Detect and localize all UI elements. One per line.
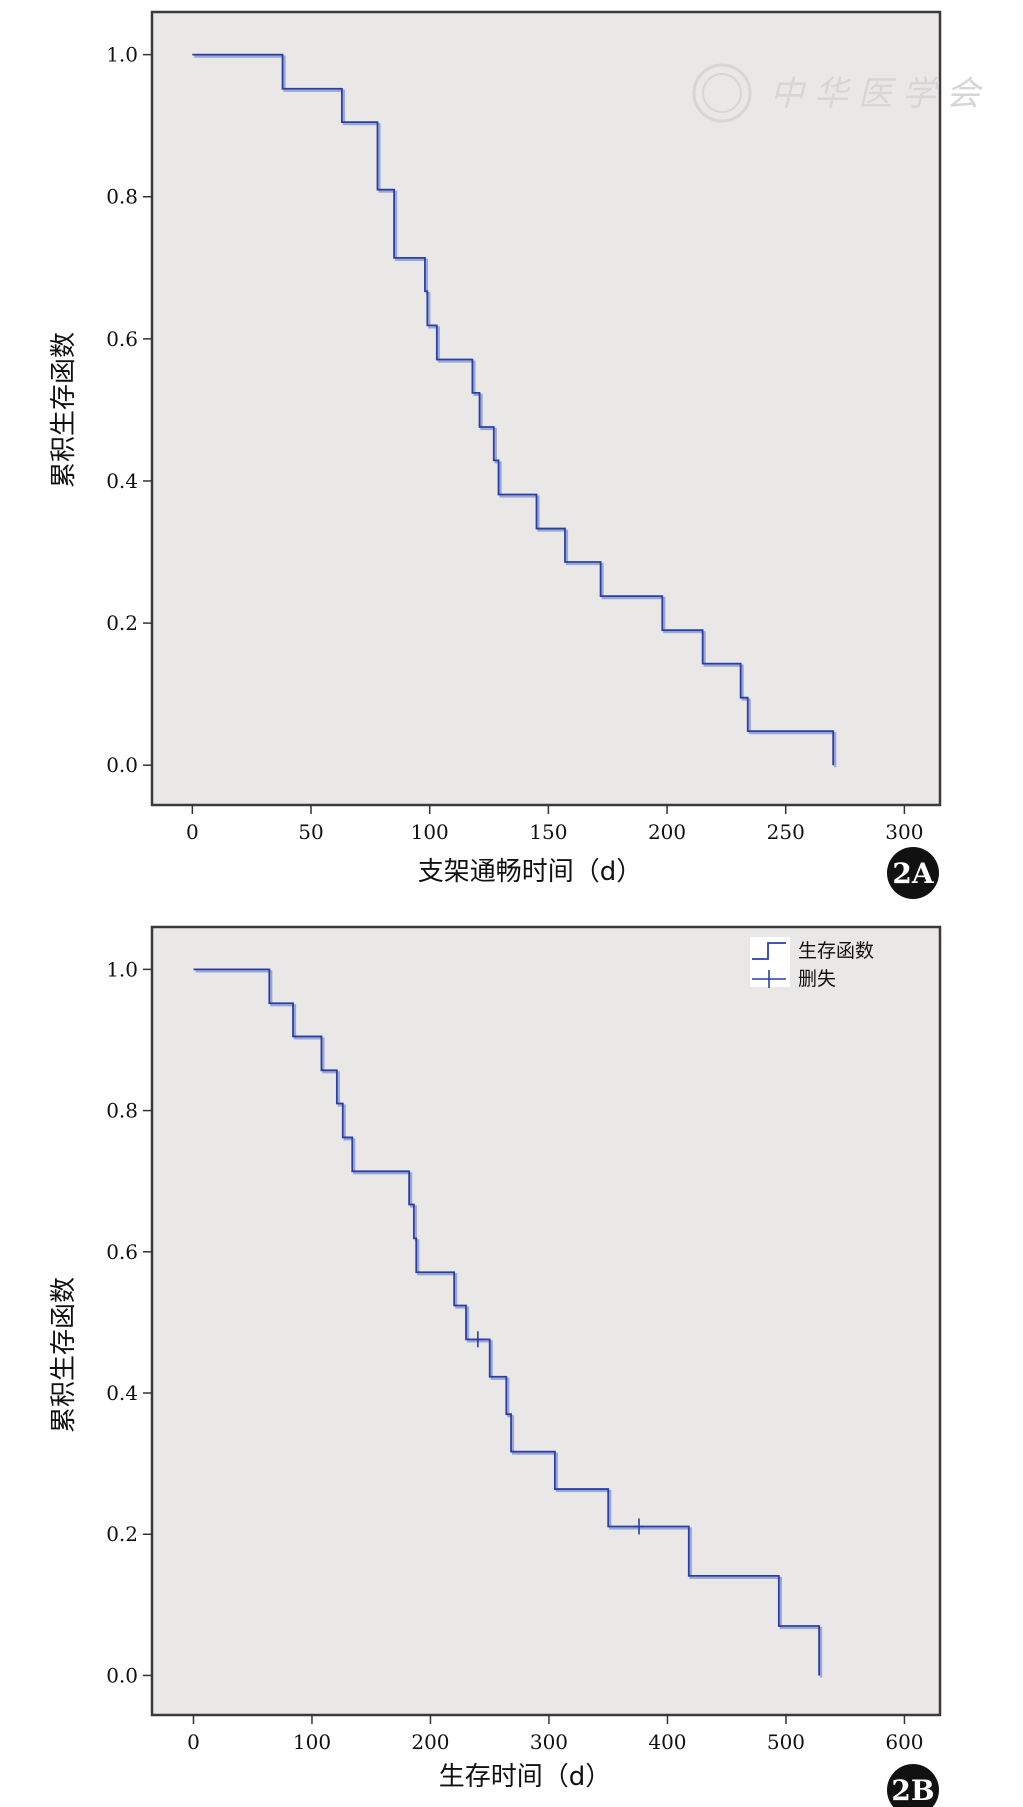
panel-badge-label: 2A xyxy=(892,857,934,890)
watermark-text: 中华医学会 xyxy=(770,74,990,114)
chart-2a-svg: 中华医学会 0.0 0.2 0.4 0.6 0.8 1.0 0 50 100 150 200 250 30… xyxy=(49,10,990,899)
y-tick-label: 0.8 xyxy=(106,185,138,209)
watermark-seal-inner-icon xyxy=(702,73,742,113)
y-tick-label: 1.0 xyxy=(106,957,138,981)
y-tick-label: 0.0 xyxy=(106,753,138,777)
y-tick-label: 0.2 xyxy=(106,611,138,635)
survival-curve-shadow xyxy=(195,970,823,1678)
survival-curve xyxy=(193,968,821,1676)
y-tick-label: 0.4 xyxy=(106,1381,138,1405)
legend-label-censored: 删失 xyxy=(798,968,836,990)
survival-chart-2b: 0.0 0.2 0.4 0.6 0.8 1.0 0 100 200 300 400 500 600 累积生… xyxy=(0,905,1023,1807)
panel-badge xyxy=(887,847,939,899)
legend-label-survival: 生存函数 xyxy=(798,940,874,962)
x-tick-label: 200 xyxy=(648,820,686,844)
panel-badge-label: 2B xyxy=(891,1774,934,1807)
panel-badge xyxy=(887,1764,939,1807)
y-axis-title: 累积生存函数 xyxy=(49,332,79,488)
y-axis-title: 累积生存函数 xyxy=(49,1277,79,1433)
x-tick-label: 500 xyxy=(767,1730,805,1754)
watermark-seal-icon xyxy=(692,63,752,123)
y-tick-label: 0.6 xyxy=(106,1240,138,1264)
x-tick-label: 200 xyxy=(411,1730,449,1754)
x-tick-label: 50 xyxy=(298,820,323,844)
x-tick-label: 0 xyxy=(187,1730,200,1754)
plot-area xyxy=(150,925,942,1717)
x-tick-label: 600 xyxy=(885,1730,923,1754)
survival-curve-shadow xyxy=(194,55,837,768)
x-tick-label: 250 xyxy=(767,820,805,844)
y-tick-label: 0.0 xyxy=(106,1663,138,1687)
x-tick-label: 150 xyxy=(529,820,567,844)
y-tick-label: 0.6 xyxy=(106,327,138,351)
x-axis-title: 支架通畅时间（d） xyxy=(418,857,643,887)
y-tick-label: 0.2 xyxy=(106,1522,138,1546)
chart-2b-svg: 0.0 0.2 0.4 0.6 0.8 1.0 0 100 200 300 400 500 600 累积生… xyxy=(49,925,942,1807)
survival-curve xyxy=(192,53,835,766)
y-tick-label: 1.0 xyxy=(106,43,138,67)
censor-mark xyxy=(634,1518,645,1535)
y-tick-label: 0.8 xyxy=(106,1099,138,1123)
x-tick-label: 300 xyxy=(530,1730,568,1754)
plot-area xyxy=(150,10,942,807)
x-tick-label: 300 xyxy=(885,820,923,844)
x-tick-label: 100 xyxy=(411,820,449,844)
x-axis-title: 生存时间（d） xyxy=(439,1762,612,1792)
y-tick-label: 0.4 xyxy=(106,469,138,493)
censor-mark xyxy=(472,1331,483,1348)
legend-survival-swatch-icon xyxy=(752,942,786,960)
x-tick-label: 400 xyxy=(648,1730,686,1754)
x-tick-label: 100 xyxy=(293,1730,331,1754)
x-tick-label: 0 xyxy=(186,820,199,844)
survival-chart-2a: 中华医学会 0.0 0.2 0.4 0.6 0.8 1.0 0 50 100 150 200 250 30… xyxy=(49,10,990,899)
watermark: 中华医学会 xyxy=(692,63,990,123)
